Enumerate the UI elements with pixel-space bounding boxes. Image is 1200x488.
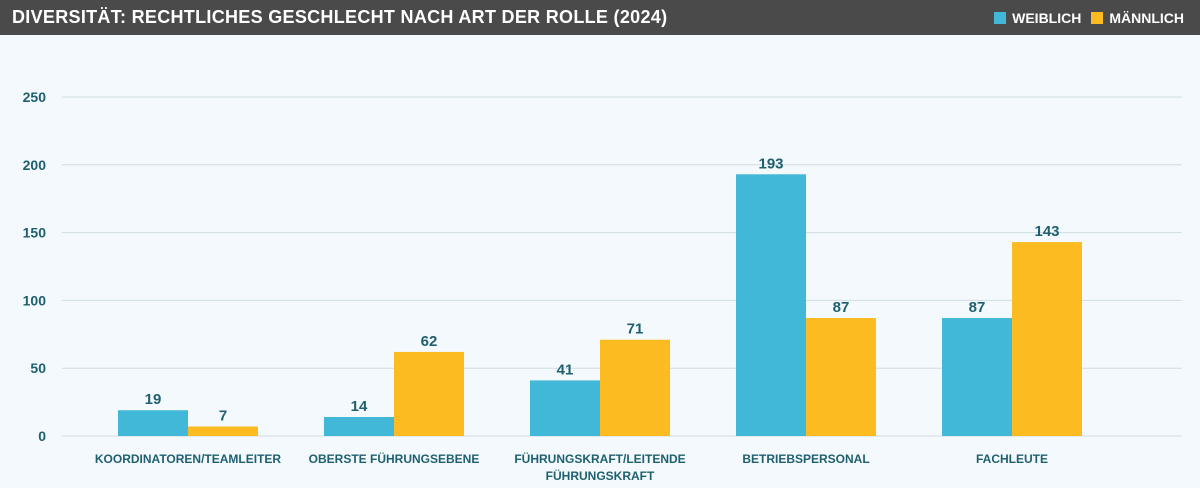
bar [118,410,188,436]
chart-title: DIVERSITÄT: RECHTLICHES GESCHLECHT NACH … [12,7,668,27]
bar [394,351,464,436]
bar [942,318,1012,436]
y-tick-label: 150 [23,225,47,241]
data-label: 7 [219,408,227,425]
data-label: 143 [1034,223,1059,240]
data-label: 41 [557,361,574,378]
legend-swatch-weiblich [994,12,1007,24]
y-tick-label: 0 [38,428,46,444]
bar [530,380,600,436]
legend-swatch-maennlich [1091,12,1104,24]
legend-label-maennlich: MÄNNLICH [1109,10,1184,26]
bar [600,339,670,436]
y-tick-label: 200 [23,157,47,173]
x-category-label: KOORDINATOREN/TEAMLEITER [95,452,282,466]
bar-chart: 0 50 100 150 200 250 19 7 KOORDINATOREN/TEAMLEIT… [23,89,1182,483]
bar [736,174,806,437]
data-label: 87 [833,299,850,316]
data-label: 71 [627,321,644,338]
x-category-label: FÜHRUNGSKRAFT/LEITENDE FÜHRUNGSKRAFT [514,451,685,483]
y-tick-label: 50 [30,360,46,376]
bar [324,417,394,436]
data-label: 193 [758,155,783,172]
legend-item-maennlich: MÄNNLICH [1091,10,1184,26]
legend-label-weiblich: WEIBLICH [1012,10,1082,26]
data-label: 19 [145,391,162,408]
y-tick-label: 250 [23,89,47,105]
x-category-label: FACHLEUTE [976,452,1048,466]
y-tick-label: 100 [23,292,47,308]
data-label: 62 [421,333,438,350]
legend-item-weiblich: WEIBLICH [994,10,1081,26]
bar [188,426,258,436]
legend: WEIBLICH MÄNNLICH [994,10,1184,26]
bar [806,318,876,436]
data-label: 87 [969,299,986,316]
chart-header: DIVERSITÄT: RECHTLICHES GESCHLECHT NACH … [0,0,1200,35]
data-label: 14 [351,398,368,415]
x-category-label: OBERSTE FÜHRUNGSEBENE [309,451,480,466]
x-category-label: BETRIEBSPERSONAL [742,452,869,466]
bar [1012,242,1082,436]
